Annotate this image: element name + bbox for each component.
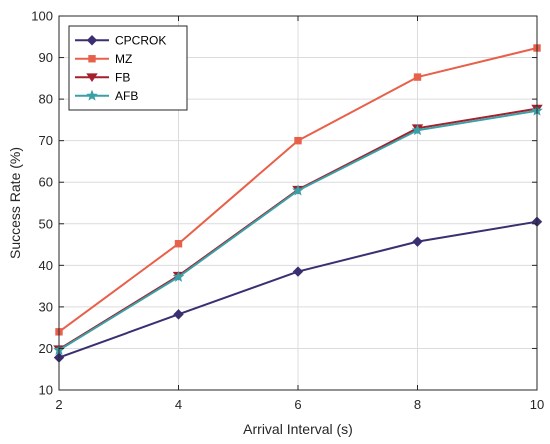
legend-marker [86, 73, 98, 82]
y-tick-label: 90 [39, 50, 53, 65]
x-tick-label: 2 [55, 397, 62, 412]
y-tick-label: 30 [39, 299, 53, 314]
y-tick-label: 60 [39, 175, 53, 190]
y-tick-label: 80 [39, 92, 53, 107]
legend-entry: FB [75, 71, 130, 85]
legend-marker [86, 89, 98, 101]
tick-layer: 10 20 30 40 50 60 70 80 90 100 2 4 6 8 10 [31, 9, 544, 413]
data-point [294, 136, 302, 145]
legend-label: AFB [115, 89, 138, 103]
x-tick-label: 6 [294, 397, 301, 412]
data-point [412, 236, 423, 247]
legend: CPCROK MZ FB AFB [68, 25, 188, 111]
legend-marker [86, 35, 98, 46]
legend-label: CPCROK [115, 34, 166, 48]
x-axis-title: Arrival Interval (s) [243, 421, 353, 437]
legend-label: MZ [115, 52, 132, 66]
y-tick-label: 100 [31, 9, 53, 24]
y-tick-label: 70 [39, 133, 53, 148]
data-point [174, 240, 183, 248]
x-tick-label: 8 [414, 397, 421, 412]
legend-label: FB [115, 71, 130, 85]
series-layer [53, 44, 543, 363]
legend-entry: CPCROK [75, 34, 166, 48]
legend-entry: AFB [75, 89, 138, 103]
y-tick-label: 10 [39, 383, 53, 398]
y-tick-label: 50 [39, 216, 53, 231]
data-point [413, 73, 422, 81]
legend-entry: MZ [75, 52, 132, 66]
data-point [173, 309, 184, 320]
x-tick-label: 4 [175, 397, 182, 412]
data-point [172, 270, 185, 282]
y-tick-label: 40 [39, 258, 53, 273]
data-point [292, 184, 304, 196]
data-point [292, 266, 304, 277]
x-tick-label: 10 [530, 397, 544, 412]
data-point [411, 124, 424, 136]
legend-marker [88, 55, 96, 63]
y-axis-title: Success Rate (%) [7, 147, 23, 259]
y-tick-label: 20 [39, 341, 53, 356]
